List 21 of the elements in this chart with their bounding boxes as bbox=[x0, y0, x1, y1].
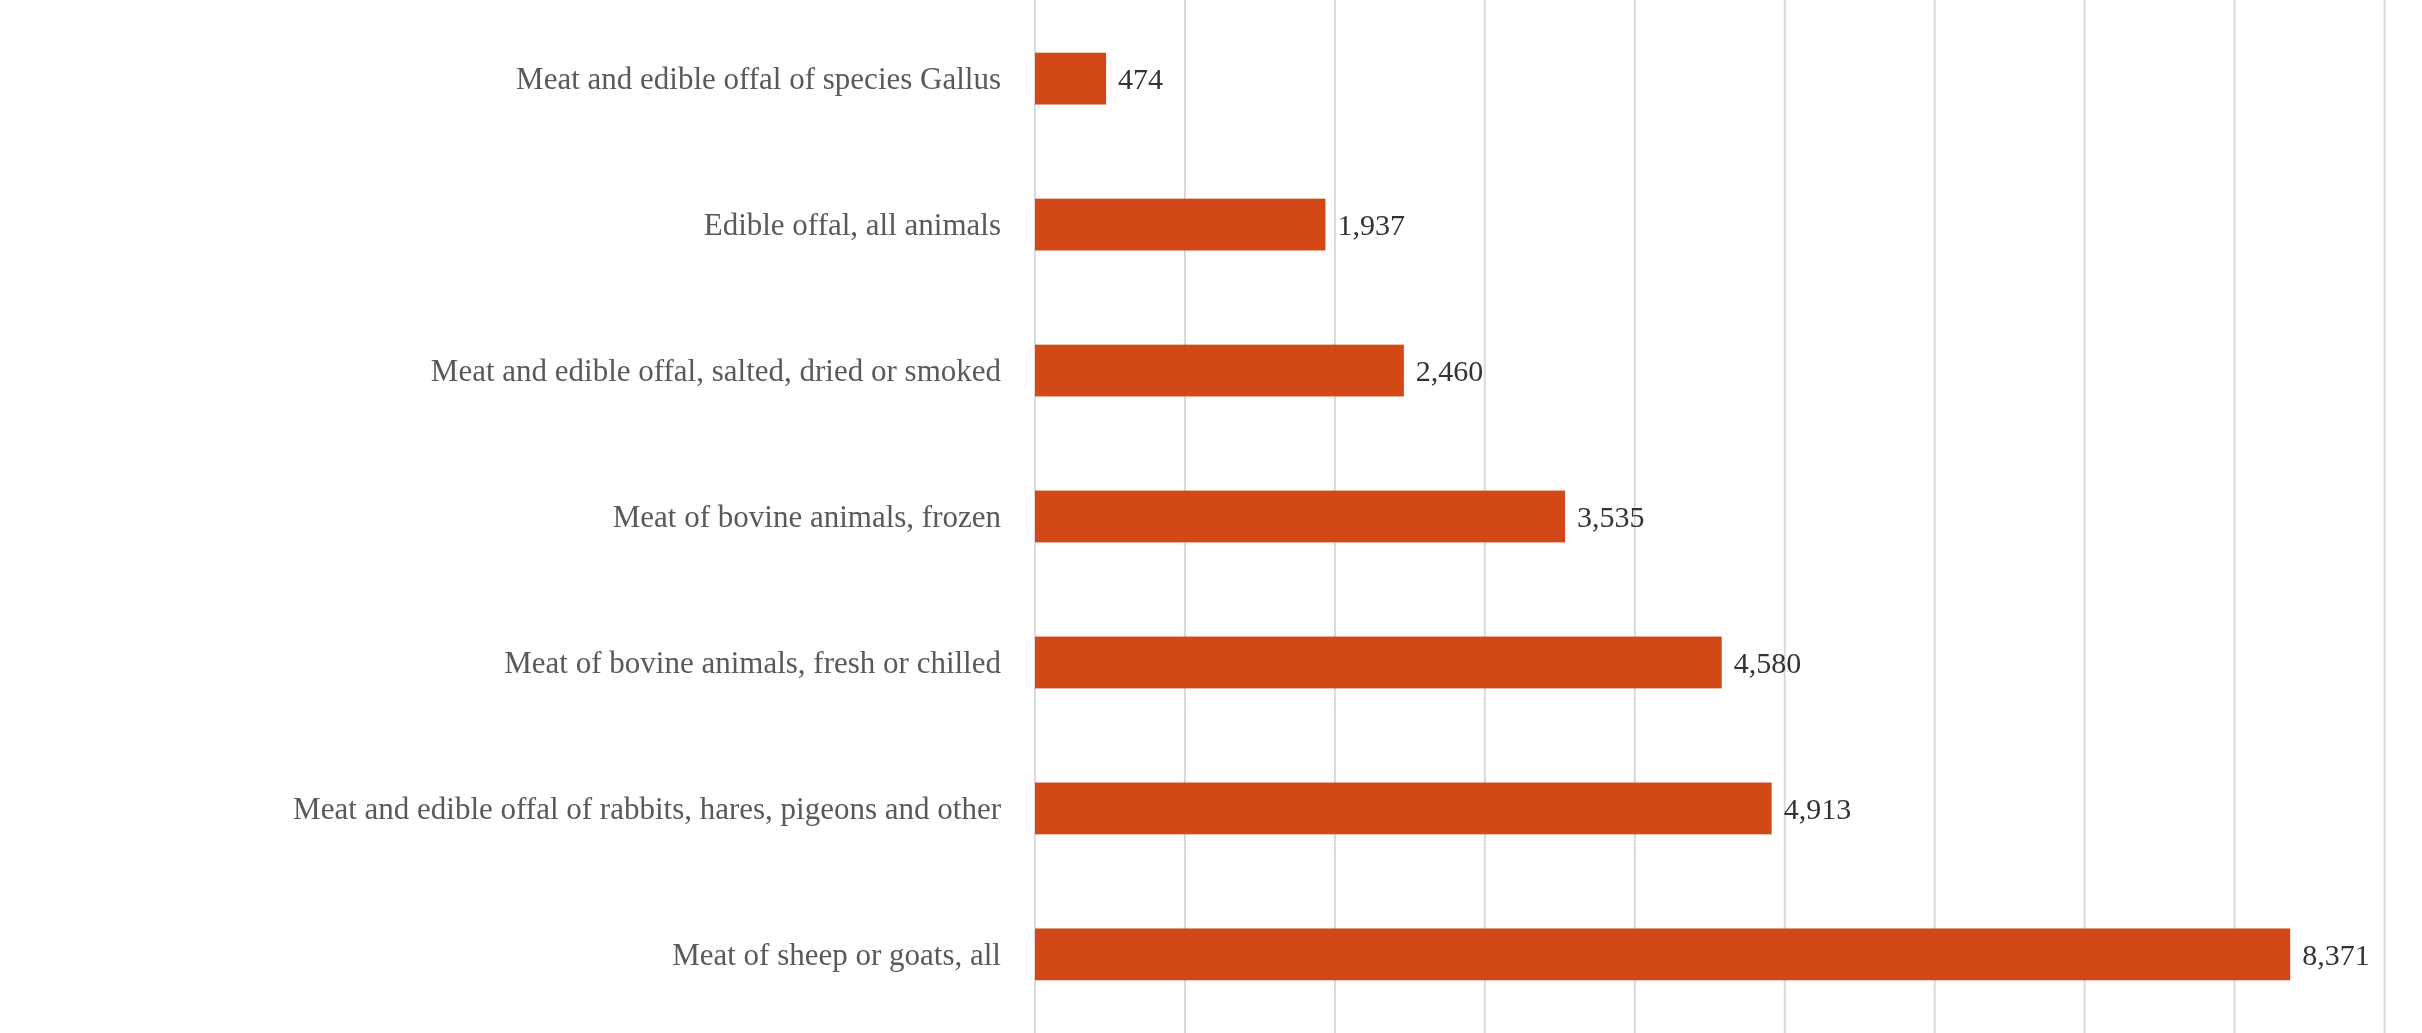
y-tick-label: Meat of bovine animals, fresh or chilled bbox=[504, 644, 1002, 680]
bar bbox=[1035, 782, 1772, 835]
y-tick-label: Meat and edible offal, salted, dried or smoked bbox=[430, 353, 1002, 389]
y-tick-label: Meat of bovine animals, frozen bbox=[612, 499, 1002, 534]
y-tick-label: Edible offal, all animals bbox=[703, 207, 1001, 243]
bar bbox=[1035, 636, 1722, 689]
bar bbox=[1035, 52, 1107, 105]
bar bbox=[1035, 344, 1404, 397]
data-label: 2,460 bbox=[1415, 354, 1484, 388]
y-tick-label: Meat of sheep or goats, all bbox=[672, 936, 1001, 972]
data-label: 8,371 bbox=[2302, 937, 2370, 971]
bar bbox=[1035, 928, 2291, 981]
data-label: 3,535 bbox=[1577, 500, 1645, 533]
y-tick-label: Meat and edible offal of rabbits, hares, pigeons and other bbox=[293, 790, 1002, 826]
bar bbox=[1035, 490, 1566, 543]
data-label: 4,580 bbox=[1733, 645, 1802, 679]
data-label: 474 bbox=[1118, 62, 1164, 96]
data-label: 1,937 bbox=[1337, 208, 1405, 242]
data-label: 4,913 bbox=[1783, 791, 1852, 825]
bar bbox=[1035, 198, 1326, 251]
y-tick-label: Meat and edible offal of species Gallus bbox=[516, 61, 1001, 97]
